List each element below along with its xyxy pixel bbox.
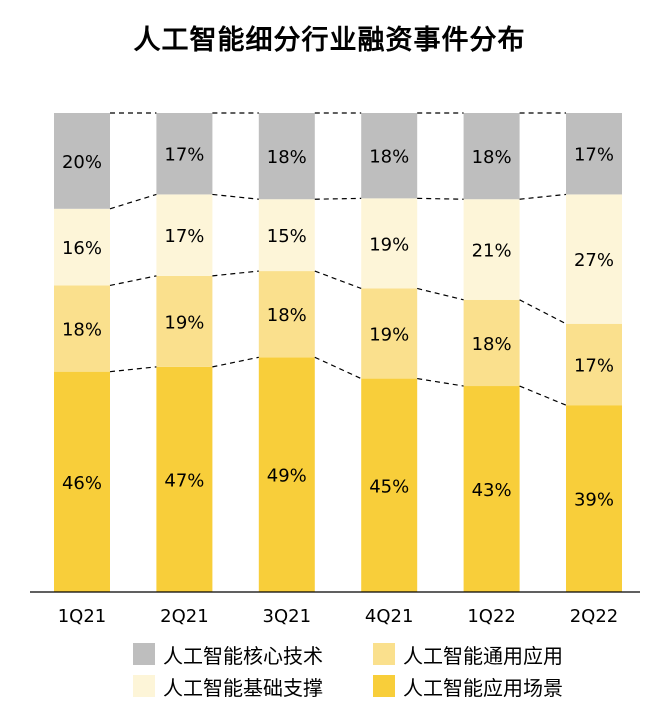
value-label-2Q21-3: 17% [164,145,204,166]
bar-segment-1Q21-1 [54,285,110,372]
bar-segment-1Q21-2 [54,208,110,286]
bar-segment-2Q21-0 [156,366,213,592]
connector-line-1-3 [417,287,464,301]
value-label-1Q21-3: 20% [62,152,102,173]
connector-line-0-4 [519,385,567,406]
value-label-3Q21-3: 18% [267,147,307,168]
value-label-1Q22-3: 18% [472,147,512,168]
value-label-1Q22-0: 43% [472,480,512,501]
connector-line-2-3 [417,197,464,200]
value-label-2Q22-2: 27% [574,250,614,271]
bar-segment-4Q21-1 [361,288,418,379]
x-tick-label-4Q21: 4Q21 [365,606,414,627]
legend-item-app-scenario: 人工智能应用场景 [373,672,563,700]
connector-line-1-4 [519,299,567,325]
value-label-4Q21-0: 45% [369,476,409,497]
legend-item-core-tech: 人工智能核心技术 [133,640,323,668]
value-label-3Q21-2: 15% [267,226,307,247]
value-label-2Q22-1: 17% [574,355,614,376]
bar-segment-3Q21-3 [258,113,315,200]
connector-line-1-1 [212,270,259,277]
connector-line-1-0 [109,275,157,287]
legend-label-general-app: 人工智能通用应用 [403,643,563,668]
value-label-1Q21-1: 18% [62,320,102,341]
connector-line-2-2 [314,197,362,200]
connector-line-0-0 [109,366,157,373]
value-label-4Q21-3: 18% [369,147,409,168]
connector-line-2-0 [109,193,157,210]
bar-segment-1Q22-2 [463,199,520,300]
connector-line-0-3 [417,377,464,387]
bar-segment-1Q21-0 [54,371,110,592]
legend-label-infra-support: 人工智能基础支撑 [163,675,323,700]
bar-segment-4Q21-3 [361,113,418,199]
bar-segment-4Q21-0 [361,378,418,592]
chart-title: 人工智能细分行业融资事件分布 [133,25,526,56]
bar-segment-2Q22-2 [566,194,622,324]
value-label-2Q21-0: 47% [164,470,204,491]
legend-label-core-tech: 人工智能核心技术 [163,643,323,668]
value-label-2Q21-2: 17% [164,226,204,247]
value-label-4Q21-2: 19% [369,234,409,255]
legend-swatch-general-app [373,643,395,665]
connector-line-0-1 [212,356,259,368]
connector-line-1-2 [314,270,362,290]
legend-swatch-app-scenario [373,675,395,697]
connector-line-2-4 [519,193,567,200]
bar-segment-1Q22-0 [463,386,520,592]
legend-swatch-infra-support [133,675,155,697]
connector-line-2-1 [212,193,259,200]
legend-label-app-scenario: 人工智能应用场景 [403,675,563,700]
value-label-4Q21-1: 19% [369,325,409,346]
value-label-3Q21-1: 18% [267,305,307,326]
bar-segment-2Q21-1 [156,275,213,367]
bar-segment-3Q21-0 [258,357,315,592]
legend-item-infra-support: 人工智能基础支撑 [133,672,323,700]
bar-segment-2Q21-3 [156,113,213,195]
bar-segment-3Q21-2 [258,199,315,272]
value-label-2Q22-3: 17% [574,145,614,166]
value-label-1Q21-0: 46% [62,473,102,494]
bar-segment-1Q22-1 [463,299,520,387]
bar-segment-1Q21-3 [54,113,110,209]
value-label-2Q22-0: 39% [574,490,614,511]
bar-segment-2Q21-2 [156,194,213,276]
x-tick-label-2Q21: 2Q21 [160,606,209,627]
value-label-1Q21-2: 16% [62,238,102,259]
x-tick-label-2Q22: 2Q22 [570,606,619,627]
x-tick-label-1Q22: 1Q22 [467,606,516,627]
value-label-2Q21-1: 19% [164,312,204,333]
bar-segment-4Q21-2 [361,198,418,289]
bar-segment-1Q22-3 [463,113,520,200]
bar-segment-2Q22-1 [566,323,622,406]
legend-item-general-app: 人工智能通用应用 [373,640,563,668]
bar-segment-2Q22-3 [566,113,622,195]
value-label-1Q22-2: 21% [472,241,512,262]
bar-segment-3Q21-1 [258,271,315,358]
value-label-3Q21-0: 49% [267,466,307,487]
value-label-1Q22-1: 18% [472,334,512,355]
legend-swatch-core-tech [133,643,155,665]
bar-segment-2Q22-0 [566,405,622,592]
x-tick-label-3Q21: 3Q21 [263,606,312,627]
x-tick-label-1Q21: 1Q21 [58,606,107,627]
connector-line-0-2 [314,356,362,380]
